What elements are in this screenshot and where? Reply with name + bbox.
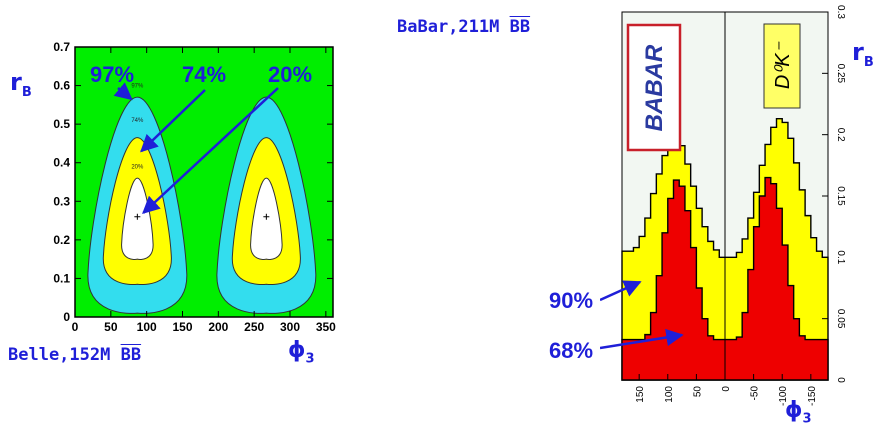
babar-caption: BaBar,211M BB xyxy=(397,17,531,37)
babar-y-tick-0.15: 0.15 xyxy=(835,186,846,206)
belle-y-tick-0.3: 0.3 xyxy=(53,194,70,208)
belle-plot-frame xyxy=(74,46,334,318)
belle-x-tick-350: 350 xyxy=(316,320,336,334)
babar-arrow-68 xyxy=(600,328,684,350)
babar-y-tick-0.25: 0.25 xyxy=(835,64,846,84)
babar-logo: BABAR xyxy=(626,23,682,152)
belle-label-20: 20% xyxy=(268,62,313,87)
babar-x-tick-150: 150 xyxy=(635,386,646,403)
babar-y-tick-0: 0 xyxy=(835,377,846,383)
belle-inner-label-74: 74% xyxy=(131,118,144,124)
babar-x-tick-100: 100 xyxy=(664,386,675,403)
babar-y-tick-0.3: 0.3 xyxy=(835,5,846,19)
belle-inner-label-97: 97% xyxy=(131,84,144,90)
belle-contour-chart: 97% 74% 20% 0 50 100 150 200 250 300 350 0 0.1 0.2 0.3… xyxy=(53,40,336,334)
babar-area-chart: 150 100 50 0 -50 -100 -150 0 0.05 0.1 0.15 0.2 0.25 0… xyxy=(600,5,846,406)
babar-y-axis-label: rB xyxy=(852,38,874,70)
babar-mode-frame xyxy=(763,23,801,109)
babar-x-tick--150: -150 xyxy=(807,386,818,406)
belle-arrow-0 xyxy=(113,82,133,101)
belle-y-tick-0.2: 0.2 xyxy=(53,233,70,247)
belle-y-tick-0.6: 0.6 xyxy=(53,79,70,93)
babar-x-axis-label: ϕ3 xyxy=(785,398,812,427)
babar-label-90: 90% xyxy=(549,288,594,313)
belle-y-axis-label: rB xyxy=(10,68,32,100)
babar-mode-label: D⁰K⁻ xyxy=(772,41,794,89)
babar-mode-box: D⁰K⁻ xyxy=(763,23,801,109)
babar-x-tick-50: 50 xyxy=(692,386,703,398)
babar-logo-text: BABAR xyxy=(641,44,668,131)
belle-best-fit-marker-0 xyxy=(134,213,141,220)
belle-x-axis-label: ϕ3 xyxy=(288,338,315,367)
belle-arrow-2 xyxy=(142,87,279,215)
belle-y-tick-0.7: 0.7 xyxy=(53,40,70,54)
belle-x-tick-300: 300 xyxy=(280,320,300,334)
belle-x-tick-50: 50 xyxy=(104,320,118,334)
babar-x-tick--50: -50 xyxy=(750,386,761,401)
babar-label-68: 68% xyxy=(549,338,594,363)
belle-x-tick-250: 250 xyxy=(244,320,264,334)
belle-y-tick-0.1: 0.1 xyxy=(53,271,70,285)
belle-y-tick-0: 0 xyxy=(63,310,70,324)
belle-x-tick-0: 0 xyxy=(72,320,79,334)
belle-x-tick-150: 150 xyxy=(172,320,192,334)
babar-y-tick-0.2: 0.2 xyxy=(835,128,846,142)
babar-x-tick--100: -100 xyxy=(778,386,789,406)
belle-x-tick-100: 100 xyxy=(137,320,157,334)
belle-label-97: 97% xyxy=(90,62,135,87)
belle-y-tick-0.4: 0.4 xyxy=(53,156,70,170)
babar-x-tick-0: 0 xyxy=(721,386,732,392)
belle-arrow-1 xyxy=(140,89,206,153)
belle-best-fit-marker-1 xyxy=(263,213,270,220)
babar-y-tick-0.05: 0.05 xyxy=(835,309,846,329)
belle-label-74: 74% xyxy=(182,62,227,87)
belle-caption: Belle,152M BB xyxy=(8,345,142,365)
babar-y-tick-0.1: 0.1 xyxy=(835,250,846,264)
babar-logo-frame xyxy=(626,23,682,152)
belle-y-tick-0.5: 0.5 xyxy=(53,117,70,131)
babar-arrow-90 xyxy=(600,280,642,302)
belle-x-tick-200: 200 xyxy=(208,320,228,334)
belle-inner-label-20: 20% xyxy=(131,165,144,171)
